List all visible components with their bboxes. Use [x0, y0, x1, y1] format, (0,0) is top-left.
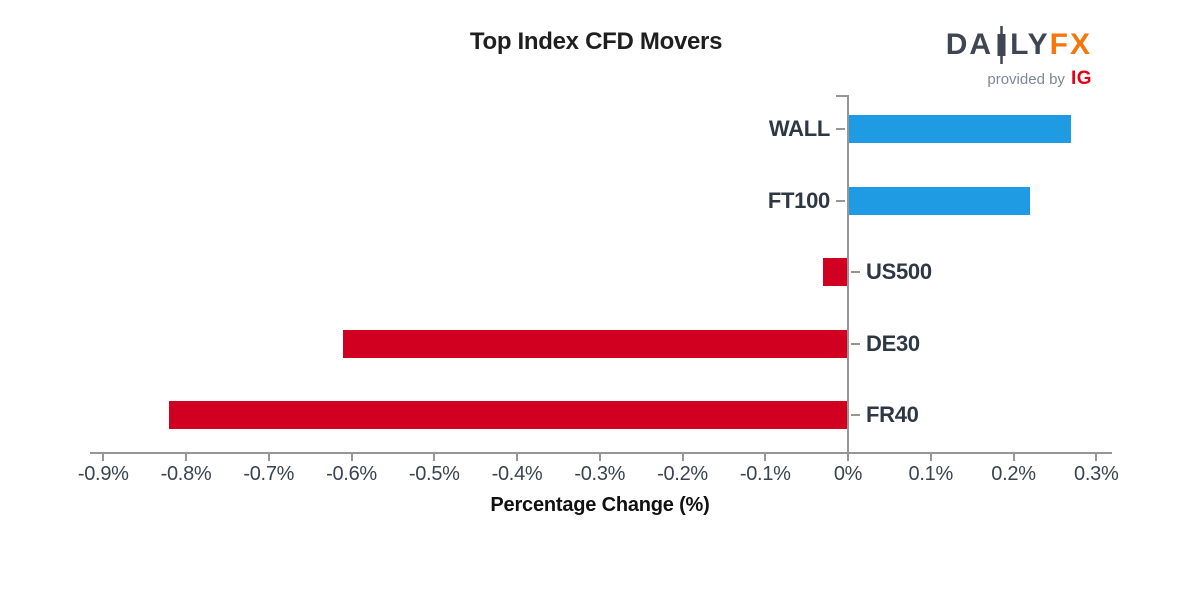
x-tick [102, 454, 105, 461]
x-axis-title: Percentage Change (%) [490, 494, 710, 516]
bar-ft100 [849, 186, 1031, 215]
bar-de30 [343, 329, 847, 358]
x-tick [185, 454, 187, 461]
x-tick [1095, 454, 1098, 461]
category-tick-wall [836, 128, 845, 130]
dailyfx-logo: DA LY FX provided by IG [946, 26, 1092, 90]
provided-by-row: provided by IG [946, 68, 1092, 90]
x-tick-label: -0.6% [326, 463, 377, 485]
x-tick-label: -0.2% [657, 463, 708, 485]
x-tick-label: 0.3% [1074, 463, 1119, 485]
x-tick [929, 454, 932, 461]
category-tick-ft100 [836, 199, 845, 202]
brand-daily-prefix: DA [945, 28, 994, 61]
x-tick [764, 454, 767, 461]
x-tick-label: -0.5% [408, 463, 460, 485]
category-tick-us500 [851, 271, 860, 273]
x-tick-label: -0.3% [574, 463, 626, 485]
dailyfx-wordmark: DA LY FX [946, 26, 1092, 64]
category-tick-fr40 [851, 414, 860, 416]
candlestick-icon [997, 26, 1006, 64]
x-tick-label: -0.9% [77, 463, 129, 485]
x-tick-label: -0.4% [491, 463, 543, 485]
category-label-us500: US500 [866, 259, 932, 284]
y-axis-line [847, 95, 849, 454]
x-tick [433, 454, 436, 461]
x-tick [1012, 454, 1015, 461]
x-axis-line [90, 452, 1112, 454]
x-tick [516, 454, 518, 461]
category-label-fr40: FR40 [866, 402, 919, 427]
x-tick-label: -0.1% [739, 463, 791, 485]
x-tick-label: 0% [833, 463, 863, 485]
x-tick [847, 454, 849, 461]
bar-wall [849, 115, 1072, 143]
provided-by-label: provided by [987, 70, 1065, 88]
x-tick [598, 454, 601, 461]
category-label-wall: WALL [768, 116, 830, 141]
x-tick-label: 0.2% [991, 463, 1036, 485]
chart-title: Top Index CFD Movers [469, 28, 723, 55]
brand-daily-suffix: LY [1010, 28, 1050, 61]
x-tick [350, 454, 353, 461]
x-tick [267, 454, 270, 461]
bar-fr40 [169, 401, 847, 429]
category-label-de30: DE30 [866, 330, 920, 356]
ig-logo: IG [1070, 68, 1092, 89]
brand-fx: FX [1049, 28, 1092, 61]
x-tick-label: 0.1% [908, 463, 954, 485]
category-tick-de30 [851, 342, 860, 345]
x-tick [681, 454, 684, 461]
x-tick-label: -0.7% [243, 463, 295, 485]
x-tick-label: -0.8% [160, 463, 212, 485]
y-axis-top-tick [836, 95, 847, 97]
bar-us500 [823, 258, 847, 286]
category-label-ft100: FT100 [767, 187, 830, 213]
